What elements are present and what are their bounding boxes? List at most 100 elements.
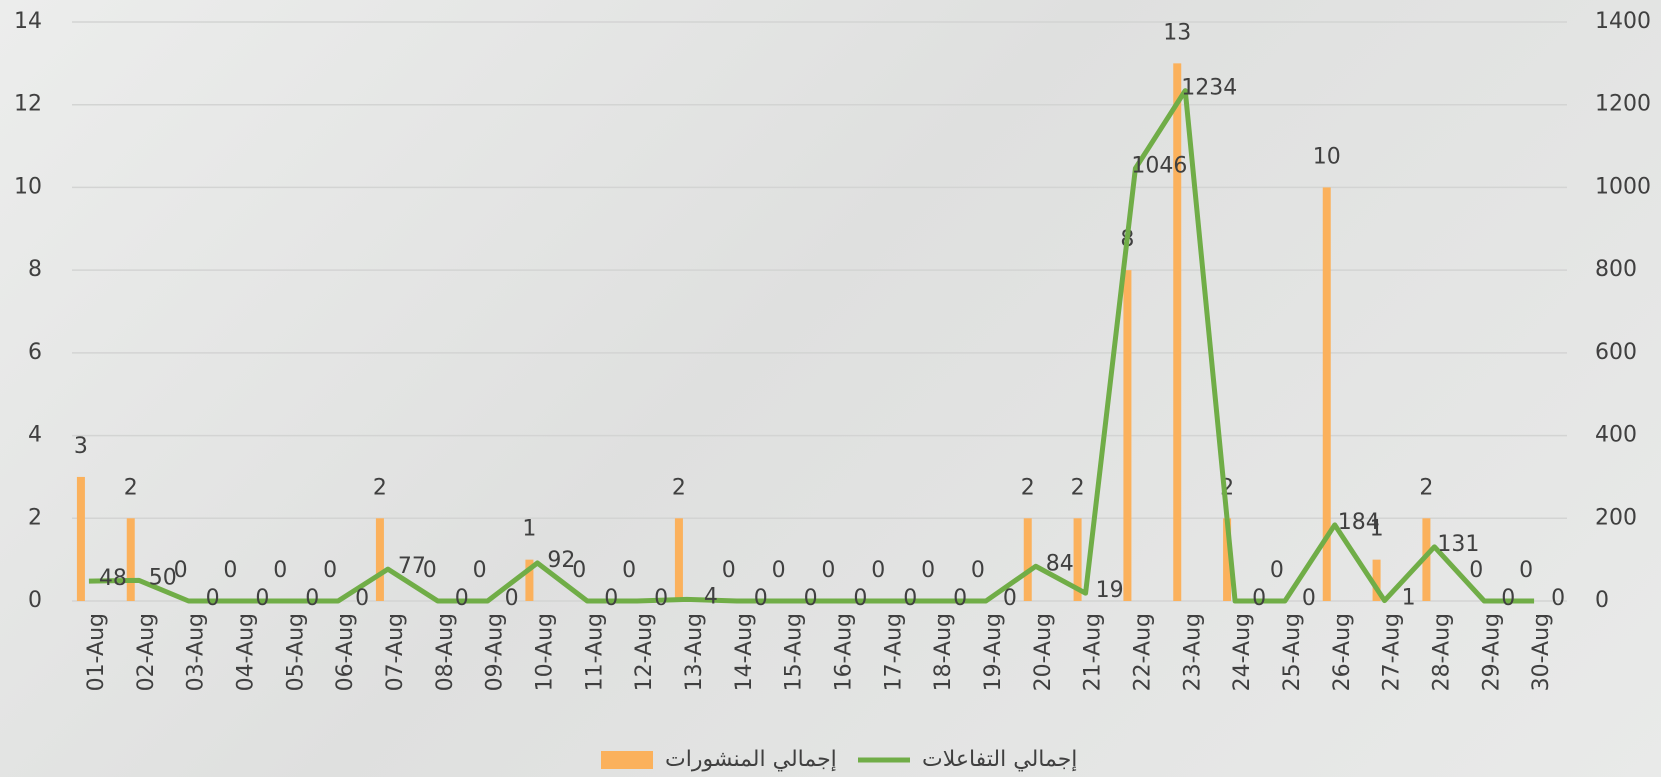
x-tick-label: 12-Aug	[632, 613, 657, 691]
bar-value-label: 2	[1419, 475, 1433, 500]
x-tick-label: 19-Aug	[981, 613, 1006, 691]
y2-tick-label: 0	[1595, 588, 1609, 613]
x-tick-label: 24-Aug	[1230, 613, 1255, 691]
y2-tick-label: 600	[1595, 340, 1637, 365]
line-value-label: 84	[1046, 551, 1074, 576]
line-value-label: 0	[455, 586, 469, 611]
y-tick-label: 6	[28, 340, 42, 365]
bar	[1123, 270, 1131, 601]
bar-value-label: 0	[722, 558, 736, 583]
bar	[675, 518, 683, 601]
line-value-label: 4	[704, 584, 718, 609]
bar	[1024, 518, 1032, 601]
x-tick-label: 08-Aug	[433, 613, 458, 691]
y-tick-label: 2	[28, 505, 42, 530]
legend-swatch	[601, 751, 653, 769]
line-value-label: 184	[1338, 510, 1380, 535]
x-tick-label: 25-Aug	[1280, 613, 1305, 691]
line-value-label: 0	[1302, 586, 1316, 611]
bar-value-label: 0	[273, 558, 287, 583]
x-tick-label: 13-Aug	[682, 613, 707, 691]
x-tick-label: 16-Aug	[831, 613, 856, 691]
bar-value-label: 0	[323, 558, 337, 583]
bar-value-label: 0	[772, 558, 786, 583]
bar-value-label: 10	[1313, 144, 1341, 169]
y2-tick-label: 1400	[1595, 9, 1651, 34]
line-value-label: 0	[1003, 586, 1017, 611]
x-tick-label: 06-Aug	[333, 613, 358, 691]
line-value-label: 131	[1437, 532, 1479, 557]
bar-value-label: 0	[921, 558, 935, 583]
y2-tick-label: 1200	[1595, 92, 1651, 117]
line-value-label: 0	[355, 586, 369, 611]
x-tick-label: 05-Aug	[283, 613, 308, 691]
bar-value-label: 0	[223, 558, 237, 583]
line-value-label: 77	[398, 554, 426, 579]
bar	[127, 518, 135, 601]
legend-label: إجمالي المنشورات	[665, 747, 837, 772]
line-value-label: 19	[1096, 578, 1124, 603]
line-value-label: 0	[604, 586, 618, 611]
y2-tick-label: 1000	[1595, 174, 1651, 199]
bar-value-label: 0	[1270, 558, 1284, 583]
bar-value-label: 0	[473, 558, 487, 583]
bar-value-label: 0	[821, 558, 835, 583]
y-tick-label: 12	[14, 92, 42, 117]
x-tick-label: 30-Aug	[1529, 613, 1554, 691]
x-tick-label: 20-Aug	[1031, 613, 1056, 691]
bar-value-label: 1	[522, 517, 536, 542]
bar-value-label: 13	[1163, 20, 1191, 45]
x-tick-label: 22-Aug	[1130, 613, 1155, 691]
line-value-label: 48	[99, 566, 127, 591]
line-value-label: 0	[804, 586, 818, 611]
line-value-label: 0	[853, 586, 867, 611]
line-value-label: 92	[547, 548, 575, 573]
y2-tick-label: 200	[1595, 505, 1637, 530]
bar-value-label: 2	[373, 475, 387, 500]
bar-value-label: 0	[1519, 558, 1533, 583]
x-tick-label: 03-Aug	[184, 613, 209, 691]
bar-value-label: 0	[1469, 558, 1483, 583]
bar-value-label: 0	[971, 558, 985, 583]
x-tick-label: 27-Aug	[1380, 613, 1405, 691]
line-value-label: 0	[953, 586, 967, 611]
line-value-label: 0	[505, 586, 519, 611]
line-value-label: 1	[1402, 586, 1416, 611]
line-value-label: 0	[255, 586, 269, 611]
line-value-label: 0	[206, 586, 220, 611]
x-tick-label: 28-Aug	[1429, 613, 1454, 691]
x-tick-label: 15-Aug	[782, 613, 807, 691]
bar-value-label: 2	[1071, 475, 1085, 500]
line-value-label: 0	[903, 586, 917, 611]
x-tick-label: 26-Aug	[1330, 613, 1355, 691]
y-tick-label: 10	[14, 174, 42, 199]
bar-value-label: 0	[622, 558, 636, 583]
y-tick-label: 8	[28, 257, 42, 282]
x-tick-label: 02-Aug	[134, 613, 159, 691]
x-tick-label: 29-Aug	[1479, 613, 1504, 691]
line-value-label: 0	[1252, 586, 1266, 611]
x-tick-label: 17-Aug	[881, 613, 906, 691]
x-tick-label: 14-Aug	[732, 613, 757, 691]
line-value-label: 0	[754, 586, 768, 611]
y-tick-label: 0	[28, 588, 42, 613]
bar-value-label: 2	[124, 475, 138, 500]
line-value-label: 0	[1551, 586, 1565, 611]
x-tick-label: 09-Aug	[483, 613, 508, 691]
bar	[77, 477, 85, 601]
bar-value-label: 2	[672, 475, 686, 500]
x-tick-label: 10-Aug	[532, 613, 557, 691]
y2-tick-label: 400	[1595, 423, 1637, 448]
bar-value-label: 3	[74, 434, 88, 459]
line-value-label: 0	[1501, 586, 1515, 611]
y2-tick-label: 800	[1595, 257, 1637, 282]
line-value-label: 1046	[1131, 153, 1187, 178]
x-tick-label: 01-Aug	[84, 613, 109, 691]
y-tick-label: 4	[28, 423, 42, 448]
line-value-label: 0	[305, 586, 319, 611]
bar-value-label: 2	[1021, 475, 1035, 500]
x-tick-label: 04-Aug	[233, 613, 258, 691]
x-tick-label: 11-Aug	[582, 613, 607, 691]
x-tick-label: 23-Aug	[1180, 613, 1205, 691]
x-tick-label: 18-Aug	[931, 613, 956, 691]
